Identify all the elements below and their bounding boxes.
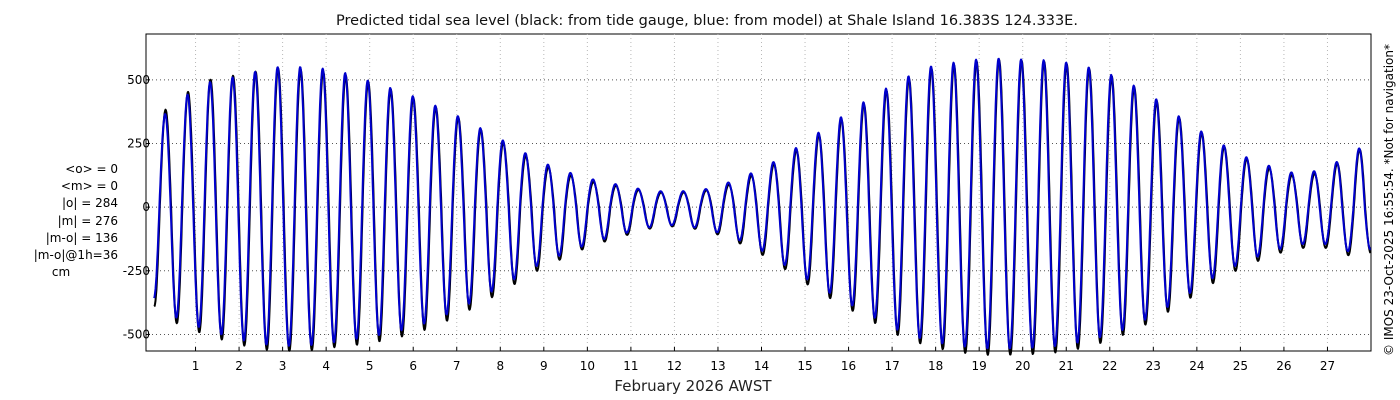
stat-unit: cm <box>51 265 71 280</box>
x-tick-label: 14 <box>754 359 769 373</box>
x-tick-label: 17 <box>884 359 899 373</box>
series-line-tide-gauge <box>153 59 1372 356</box>
stat-mean-model: <m> = 0 <box>60 179 118 194</box>
chart-title: Predicted tidal sea level (black: from t… <box>336 13 1078 29</box>
x-tick-label: 21 <box>1059 359 1074 373</box>
x-tick-label: 5 <box>366 359 374 373</box>
x-tick-label: 11 <box>623 359 638 373</box>
x-tick-label: 12 <box>667 359 682 373</box>
series-line-model <box>153 57 1372 350</box>
x-tick-label: 26 <box>1276 359 1291 373</box>
x-tick-label: 18 <box>928 359 943 373</box>
stat-abs-difference: |m-o| = 136 <box>45 230 118 245</box>
x-tick-label: 9 <box>540 359 548 373</box>
x-tick-label: 19 <box>972 359 987 373</box>
x-tick-label: 1 <box>192 359 200 373</box>
x-gridlines <box>195 34 1328 351</box>
stat-abs-observed: |o| = 284 <box>61 196 118 211</box>
statistics-panel: <o> = 0 <m> = 0 |o| = 284 |m| = 276 |m-o… <box>14 161 118 281</box>
x-tick-label: 24 <box>1189 359 1204 373</box>
x-tick-label: 16 <box>841 359 856 373</box>
x-tick-label: 15 <box>797 359 812 373</box>
x-axis-label: February 2026 AWST <box>614 377 772 395</box>
x-tick-label: 13 <box>710 359 725 373</box>
stat-abs-difference-1h: |m-o|@1h=36 <box>33 248 118 263</box>
x-tick-label: 4 <box>322 359 330 373</box>
x-tick-label: 23 <box>1146 359 1161 373</box>
copyright-note: © IMOS 23-Oct-2025 16:55:54. *Not for na… <box>1382 44 1396 356</box>
x-tick-label: 25 <box>1233 359 1248 373</box>
x-tick-label: 8 <box>496 359 504 373</box>
x-tick-label: 10 <box>580 359 595 373</box>
y-tick-label: -250 <box>123 264 150 278</box>
x-axis-ticks: 1 2 3 4 5 6 7 8 9 10 11 12 13 14 15 16 17 18 19 20 21 22 23 24 2… <box>192 347 1335 373</box>
stat-abs-model: |m| = 276 <box>57 213 118 228</box>
y-tick-label: 250 <box>127 136 150 150</box>
y-axis-ticks: -500 -250 0 250 500 <box>123 73 150 341</box>
x-tick-label: 6 <box>409 359 417 373</box>
x-tick-label: 7 <box>453 359 461 373</box>
stat-mean-observed: <o> = 0 <box>65 162 118 176</box>
series-layer <box>153 57 1372 356</box>
x-tick-label: 2 <box>235 359 243 373</box>
x-tick-label: 3 <box>279 359 287 373</box>
x-tick-label: 20 <box>1015 359 1030 373</box>
y-tick-label: -500 <box>123 327 150 341</box>
y-tick-label: 500 <box>127 73 150 87</box>
plot-frame <box>145 33 1372 352</box>
y-tick-label: 0 <box>142 200 150 214</box>
x-tick-label: 22 <box>1102 359 1117 373</box>
x-tick-label: 27 <box>1320 359 1335 373</box>
